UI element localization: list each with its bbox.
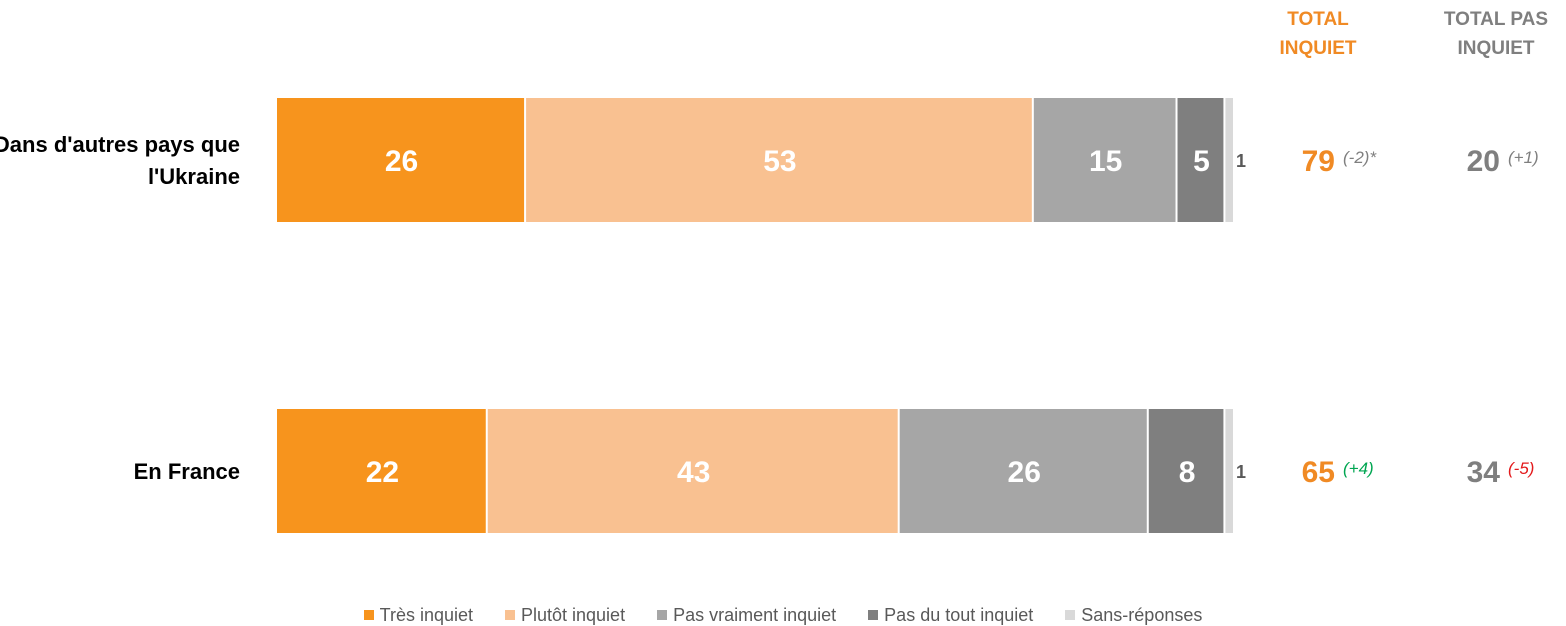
legend-item-pas-du-tout-inquiet: Pas du tout inquiet xyxy=(868,605,1033,626)
total-pas-inquiet-value: 34 xyxy=(1467,456,1501,489)
data-label-pas-vraiment-inquiet: 26 xyxy=(1008,456,1041,489)
bar-segment-pas-vraiment-inquiet xyxy=(899,409,1147,533)
legend-swatch xyxy=(505,610,515,620)
header-total-inquiet: TOTAL INQUIET xyxy=(1279,9,1357,59)
legend-label: Très inquiet xyxy=(379,604,473,625)
data-label-pas-vraiment-inquiet: 15 xyxy=(1089,145,1122,178)
header-total-pas-inquiet: TOTAL PAS INQUIET xyxy=(1443,9,1549,59)
data-label-pas-du-tout-inquiet: 5 xyxy=(1193,145,1210,178)
legend-swatch xyxy=(1065,610,1076,620)
legend-item-pas-vraiment-inquiet: Pas vraiment inquiet xyxy=(657,605,836,626)
bar-segment-plutot-inquiet xyxy=(526,98,1032,222)
legend: Très inquiet Plutôt inquiet Pas vraiment i… xyxy=(0,604,1566,626)
bar-segment-pas-du-tout-inquiet xyxy=(1177,98,1224,222)
legend-item-sans-reponses: Sans-réponses xyxy=(1065,605,1202,626)
bar-segment-tres-inquiet xyxy=(277,98,525,222)
legend-item-tres-inquiet: Très inquiet xyxy=(363,604,473,626)
legend-label: Pas vraiment inquiet xyxy=(673,604,837,625)
legend-swatch xyxy=(657,610,668,620)
total-inquiet-value: 65 xyxy=(1302,456,1335,489)
total-inquiet-value: 79 xyxy=(1302,145,1335,178)
data-label-plutot-inquiet: 53 xyxy=(763,145,796,178)
legend-swatch xyxy=(868,610,879,620)
stacked-bar-chart: Dans d'autres pays que l'Ukraine 26 53 15 5 1 7… xyxy=(0,98,1539,533)
bar-segment-sans-reponses xyxy=(1225,409,1233,533)
bar-segment-pas-vraiment-inquiet xyxy=(1033,98,1176,222)
total-pas-inquiet-change: (-5) xyxy=(1508,459,1534,478)
data-label-tres-inquiet: 22 xyxy=(366,456,399,489)
legend-label: Plutôt inquiet xyxy=(521,604,626,625)
data-label-sans-reponses: 1 xyxy=(1236,151,1246,171)
bar-segment-pas-du-tout-inquiet xyxy=(1148,409,1224,533)
data-label-pas-du-tout-inquiet: 8 xyxy=(1179,456,1196,489)
data-label-tres-inquiet: 26 xyxy=(385,145,418,178)
category-label: Dans d'autres pays que l'Ukraine xyxy=(0,132,240,189)
total-pas-inquiet-value: 20 xyxy=(1467,145,1500,178)
bar-segment-tres-inquiet xyxy=(277,409,486,533)
data-label-plutot-inquiet: 43 xyxy=(677,456,710,489)
total-pas-inquiet-change: (+1) xyxy=(1508,148,1539,167)
bar-segment-plutot-inquiet xyxy=(487,409,898,533)
total-inquiet-change: (-2)* xyxy=(1343,148,1377,167)
category-label: En France xyxy=(134,459,240,484)
data-label-sans-reponses: 1 xyxy=(1236,462,1246,482)
legend-label: Pas du tout inquiet xyxy=(884,604,1034,625)
legend-swatch xyxy=(363,610,374,620)
legend-item-plutot-inquiet: Plutôt inquiet xyxy=(505,605,625,626)
legend-label: Sans-réponses xyxy=(1081,604,1203,625)
total-inquiet-change: (+4) xyxy=(1343,459,1374,478)
bar-segment-sans-reponses xyxy=(1225,98,1233,222)
